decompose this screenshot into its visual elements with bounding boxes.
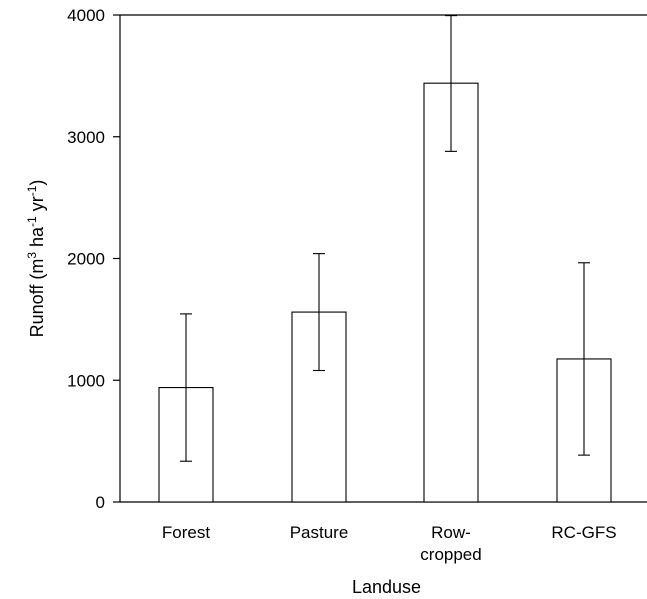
y-axis-title-sup-2: -1 — [25, 216, 39, 227]
y-tick-label: 0 — [96, 493, 105, 512]
y-axis-title: Runoff (m3 ha-1 yr-1) — [25, 180, 47, 338]
y-axis-title-suffix: ) — [27, 180, 47, 186]
y-axis-title-sup-1: 3 — [25, 252, 39, 259]
y-tick-label: 2000 — [67, 250, 105, 269]
y-tick-label: 4000 — [67, 6, 105, 25]
x-tick-label: Pasture — [290, 523, 349, 542]
y-tick-label: 1000 — [67, 371, 105, 390]
error-bar — [445, 15, 457, 152]
y-axis-title-sup-3: -1 — [25, 185, 39, 196]
error-bar — [180, 313, 192, 462]
y-axis-title-mid-2: yr — [27, 196, 47, 216]
x-tick-label: Forest — [162, 523, 210, 542]
x-tick-label: Row-cropped — [420, 523, 481, 564]
x-tick-labels: Forest Pasture Row-cropped RC-GFS — [162, 523, 617, 564]
x-axis-title: Landuse — [352, 577, 421, 597]
y-tick-label: 3000 — [67, 128, 105, 147]
error-bars — [180, 15, 590, 462]
bars — [158, 82, 612, 503]
plot-area: 0 1000 2000 3000 4000 Forest Pasture Row-cropp… — [67, 6, 647, 564]
bar — [423, 82, 479, 503]
error-bar — [313, 253, 325, 372]
y-axis-title-mid-1: ha — [27, 226, 47, 252]
y-axis-title-prefix: Runoff (m — [27, 259, 47, 338]
x-tick-label: RC-GFS — [551, 523, 616, 542]
error-bar — [578, 262, 590, 456]
y-ticks: 0 1000 2000 3000 4000 — [67, 6, 120, 512]
